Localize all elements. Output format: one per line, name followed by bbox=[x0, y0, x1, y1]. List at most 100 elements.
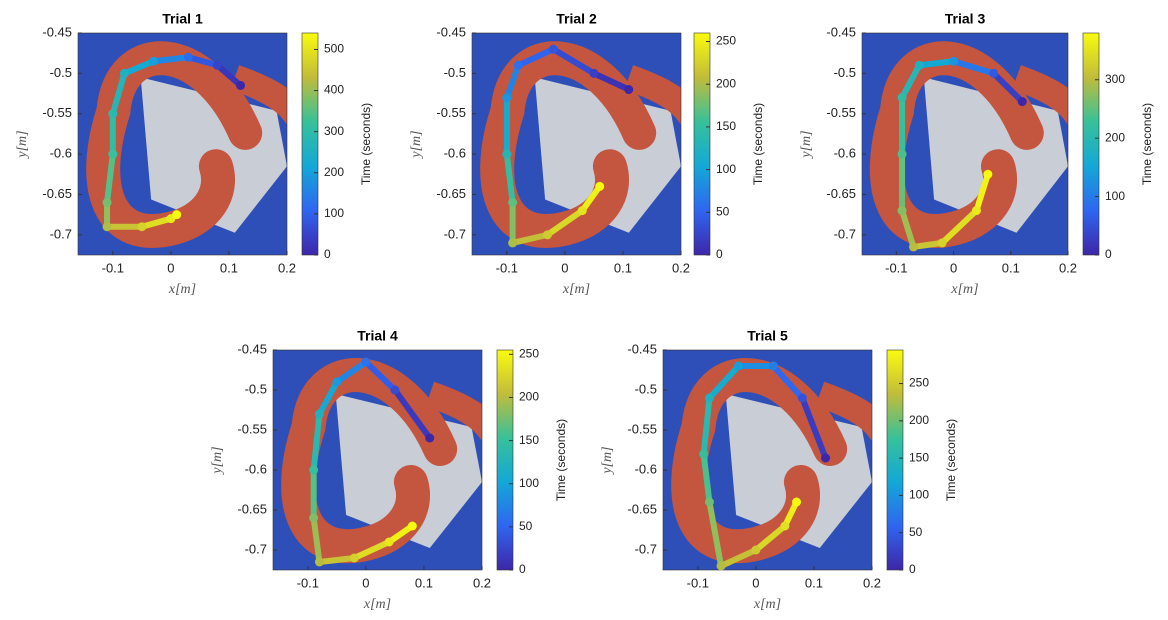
colorbar bbox=[693, 32, 711, 256]
x-tick-label: 0.2 bbox=[1059, 260, 1077, 275]
trajectory-segment bbox=[121, 58, 157, 77]
trajectory-point bbox=[548, 44, 558, 54]
y-tick-label: -0.45 bbox=[826, 24, 856, 39]
colorbar-tick-label: 250 bbox=[909, 376, 929, 390]
photo-colon-arm bbox=[230, 65, 287, 125]
photo-background bbox=[663, 350, 872, 570]
trajectory-segment bbox=[503, 151, 516, 206]
y-tick-label: -0.7 bbox=[444, 226, 466, 241]
trajectory-point bbox=[797, 393, 807, 403]
colorbar-label: Time (seconds) bbox=[1140, 103, 1154, 185]
colorbar-tick-label: 50 bbox=[519, 519, 533, 533]
trajectory-segment bbox=[770, 363, 806, 401]
trajectory-point bbox=[212, 60, 222, 70]
colorbar-tick-label: 300 bbox=[324, 124, 344, 138]
colorbar-tick-label: 250 bbox=[519, 346, 539, 360]
photo-colon-arm bbox=[1012, 65, 1068, 125]
x-tick-label: 0.2 bbox=[863, 575, 881, 590]
trajectory-segment bbox=[990, 70, 1026, 105]
trajectory-point bbox=[983, 169, 993, 179]
x-tick-label: 0.1 bbox=[614, 260, 632, 275]
subplot-title: Trial 4 bbox=[357, 328, 398, 344]
y-tick-label: -0.5 bbox=[635, 381, 657, 396]
trajectory-point bbox=[937, 238, 947, 248]
x-tick-label: 0 bbox=[752, 575, 759, 590]
y-tick-label: -0.6 bbox=[245, 461, 267, 476]
trajectory-point bbox=[704, 497, 714, 507]
y-tick-label: -0.65 bbox=[627, 501, 657, 516]
y-axis-label: y[m] bbox=[799, 130, 814, 159]
photo-colon bbox=[86, 41, 263, 248]
y-tick-label: -0.6 bbox=[635, 461, 657, 476]
x-tick-label: 0.1 bbox=[415, 575, 433, 590]
trajectory-point bbox=[909, 242, 918, 252]
y-tick-label: -0.5 bbox=[444, 65, 466, 80]
photo-colon-arm bbox=[815, 381, 872, 441]
x-axis-label: x[m] bbox=[562, 282, 590, 297]
trajectory-point bbox=[390, 385, 400, 395]
colorbar-tick-label: 200 bbox=[1105, 130, 1125, 144]
trajectory-segment bbox=[973, 171, 991, 214]
colorbar-tick-label: 200 bbox=[519, 390, 539, 404]
x-tick-label: -0.1 bbox=[102, 260, 124, 275]
trajectory-point bbox=[332, 377, 342, 387]
axes-frame bbox=[471, 32, 682, 256]
trajectory-point bbox=[768, 361, 778, 371]
trajectory-point bbox=[502, 149, 512, 159]
colorbar bbox=[301, 32, 319, 256]
trajectory-point bbox=[699, 449, 709, 459]
axes-frame bbox=[861, 32, 1069, 256]
trajectory-point bbox=[624, 85, 634, 95]
colorbar-tick-label: 0 bbox=[519, 562, 526, 576]
x-axis-label: x[m] bbox=[363, 597, 391, 612]
trajectory-point bbox=[502, 93, 512, 103]
trajectory-point bbox=[349, 553, 359, 563]
axes-frame bbox=[77, 32, 288, 256]
colorbar-tick-label: 100 bbox=[1105, 189, 1125, 203]
trajectory-segment bbox=[950, 58, 997, 77]
trajectory-point bbox=[897, 93, 907, 103]
colorbar-tick-label: 150 bbox=[716, 119, 736, 133]
trajectory-point bbox=[589, 68, 599, 78]
y-tick-label: -0.55 bbox=[436, 105, 466, 120]
trajectory-segment bbox=[391, 387, 433, 441]
trajectory-segment bbox=[109, 70, 128, 117]
trajectory-segment bbox=[899, 207, 917, 250]
trajectory-segment bbox=[590, 70, 632, 93]
y-tick-label: -0.55 bbox=[42, 105, 72, 120]
trajectory-point bbox=[513, 60, 523, 70]
trajectory-segment bbox=[706, 499, 725, 569]
colorbar-tick-label: 500 bbox=[324, 42, 344, 56]
trajectory-point bbox=[102, 222, 112, 232]
trajectory-point bbox=[108, 149, 118, 159]
x-tick-label: 0 bbox=[167, 260, 174, 275]
x-tick-label: 0 bbox=[362, 575, 369, 590]
trajectory-point bbox=[716, 561, 726, 571]
trajectory-point bbox=[971, 206, 981, 216]
trajectory-point bbox=[1017, 97, 1027, 107]
trajectory-segment bbox=[700, 451, 713, 505]
trajectory-point bbox=[821, 453, 831, 463]
trajectory-point bbox=[792, 497, 802, 507]
trajectory-segment bbox=[310, 411, 323, 473]
x-axis-label: x[m] bbox=[753, 597, 781, 612]
trajectory-point bbox=[704, 393, 714, 403]
subplot-title: Trial 3 bbox=[945, 11, 986, 27]
colorbar-label: Time (seconds) bbox=[751, 103, 765, 185]
trajectory-segment bbox=[503, 62, 522, 101]
trajectory-point bbox=[897, 206, 907, 216]
y-tick-label: -0.7 bbox=[834, 226, 856, 241]
trajectory-point bbox=[361, 357, 371, 367]
trajectory-segment bbox=[185, 54, 221, 69]
trajectory-point bbox=[148, 56, 158, 66]
y-axis-label: y[m] bbox=[600, 446, 615, 475]
y-tick-label: -0.55 bbox=[627, 421, 657, 436]
trajectory-point bbox=[595, 181, 605, 191]
colorbar-tick-label: 100 bbox=[519, 476, 539, 490]
trajectory-segment bbox=[515, 46, 557, 69]
trajectory-segment bbox=[706, 363, 742, 401]
trajectory-segment bbox=[550, 46, 597, 77]
subplot: -0.1 0 0.1 0.2 -0.45 -0.5 -0.55 -0.6 -0.65 -0.7 Tr… bbox=[210, 328, 568, 613]
colorbar-tick-label: 100 bbox=[324, 206, 344, 220]
x-axis-label: x[m] bbox=[950, 282, 978, 297]
